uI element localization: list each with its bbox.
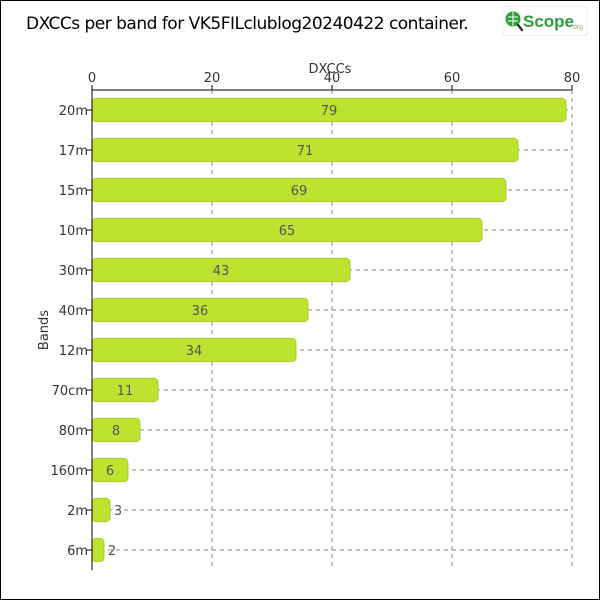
bar-value-label: 43 [213, 264, 230, 279]
y-tick-label: 17m [59, 144, 88, 159]
x-tick-label: 60 [444, 71, 461, 86]
logo-suffix: .org [571, 24, 583, 31]
bar-value-label: 11 [117, 384, 134, 399]
y-tick-label: 10m [59, 224, 88, 239]
y-tick-label: 20m [59, 104, 88, 119]
bar-6m [91, 537, 105, 563]
y-tick-label: 6m [67, 544, 88, 559]
bar-value-label: 6 [106, 464, 114, 479]
bar-value-label: 79 [321, 104, 338, 119]
bar-value-label: 65 [279, 224, 296, 239]
y-axis-title: Bands [37, 310, 52, 350]
x-tick-label: 40 [324, 71, 341, 86]
y-tick-label: 160m [51, 464, 88, 479]
logo-magnifier-handle [516, 23, 524, 32]
y-tick-label: 15m [59, 184, 88, 199]
bar-2m [91, 497, 111, 523]
x-tick-label: 0 [88, 71, 96, 86]
y-tick-label: 2m [67, 504, 88, 519]
y-tick-label: 80m [59, 424, 88, 439]
bar-value-label: 8 [112, 424, 120, 439]
x-tick-label: 20 [204, 71, 221, 86]
y-tick-label: 40m [59, 304, 88, 319]
bar-value-label: 2 [108, 544, 116, 559]
y-tick-label: 70cm [52, 384, 88, 399]
bar-value-label: 34 [186, 344, 203, 359]
axes: 20m 17m 15m 10m 30m 40m 12m 70cm 80m 160m 2m 6m 0 20 4… [37, 62, 580, 570]
logo-background [502, 6, 588, 36]
bar-value-label: 69 [291, 184, 308, 199]
x-axis-title: DXCCs [309, 62, 352, 77]
y-tick-label: 30m [59, 264, 88, 279]
bar-value-label: 71 [297, 144, 314, 159]
bars: 79 71 69 65 43 36 34 11 8 6 3 2 [91, 97, 567, 563]
y-tick-label: 12m [59, 344, 88, 359]
scope-logo: Scope .org [502, 6, 588, 36]
bar-value-label: 3 [114, 504, 122, 519]
logo-text: Scope [523, 12, 574, 31]
x-tick-label: 80 [564, 71, 581, 86]
bar-value-label: 36 [192, 304, 209, 319]
chart-title: DXCCs per band for VK5FILclublog20240422… [26, 14, 469, 34]
